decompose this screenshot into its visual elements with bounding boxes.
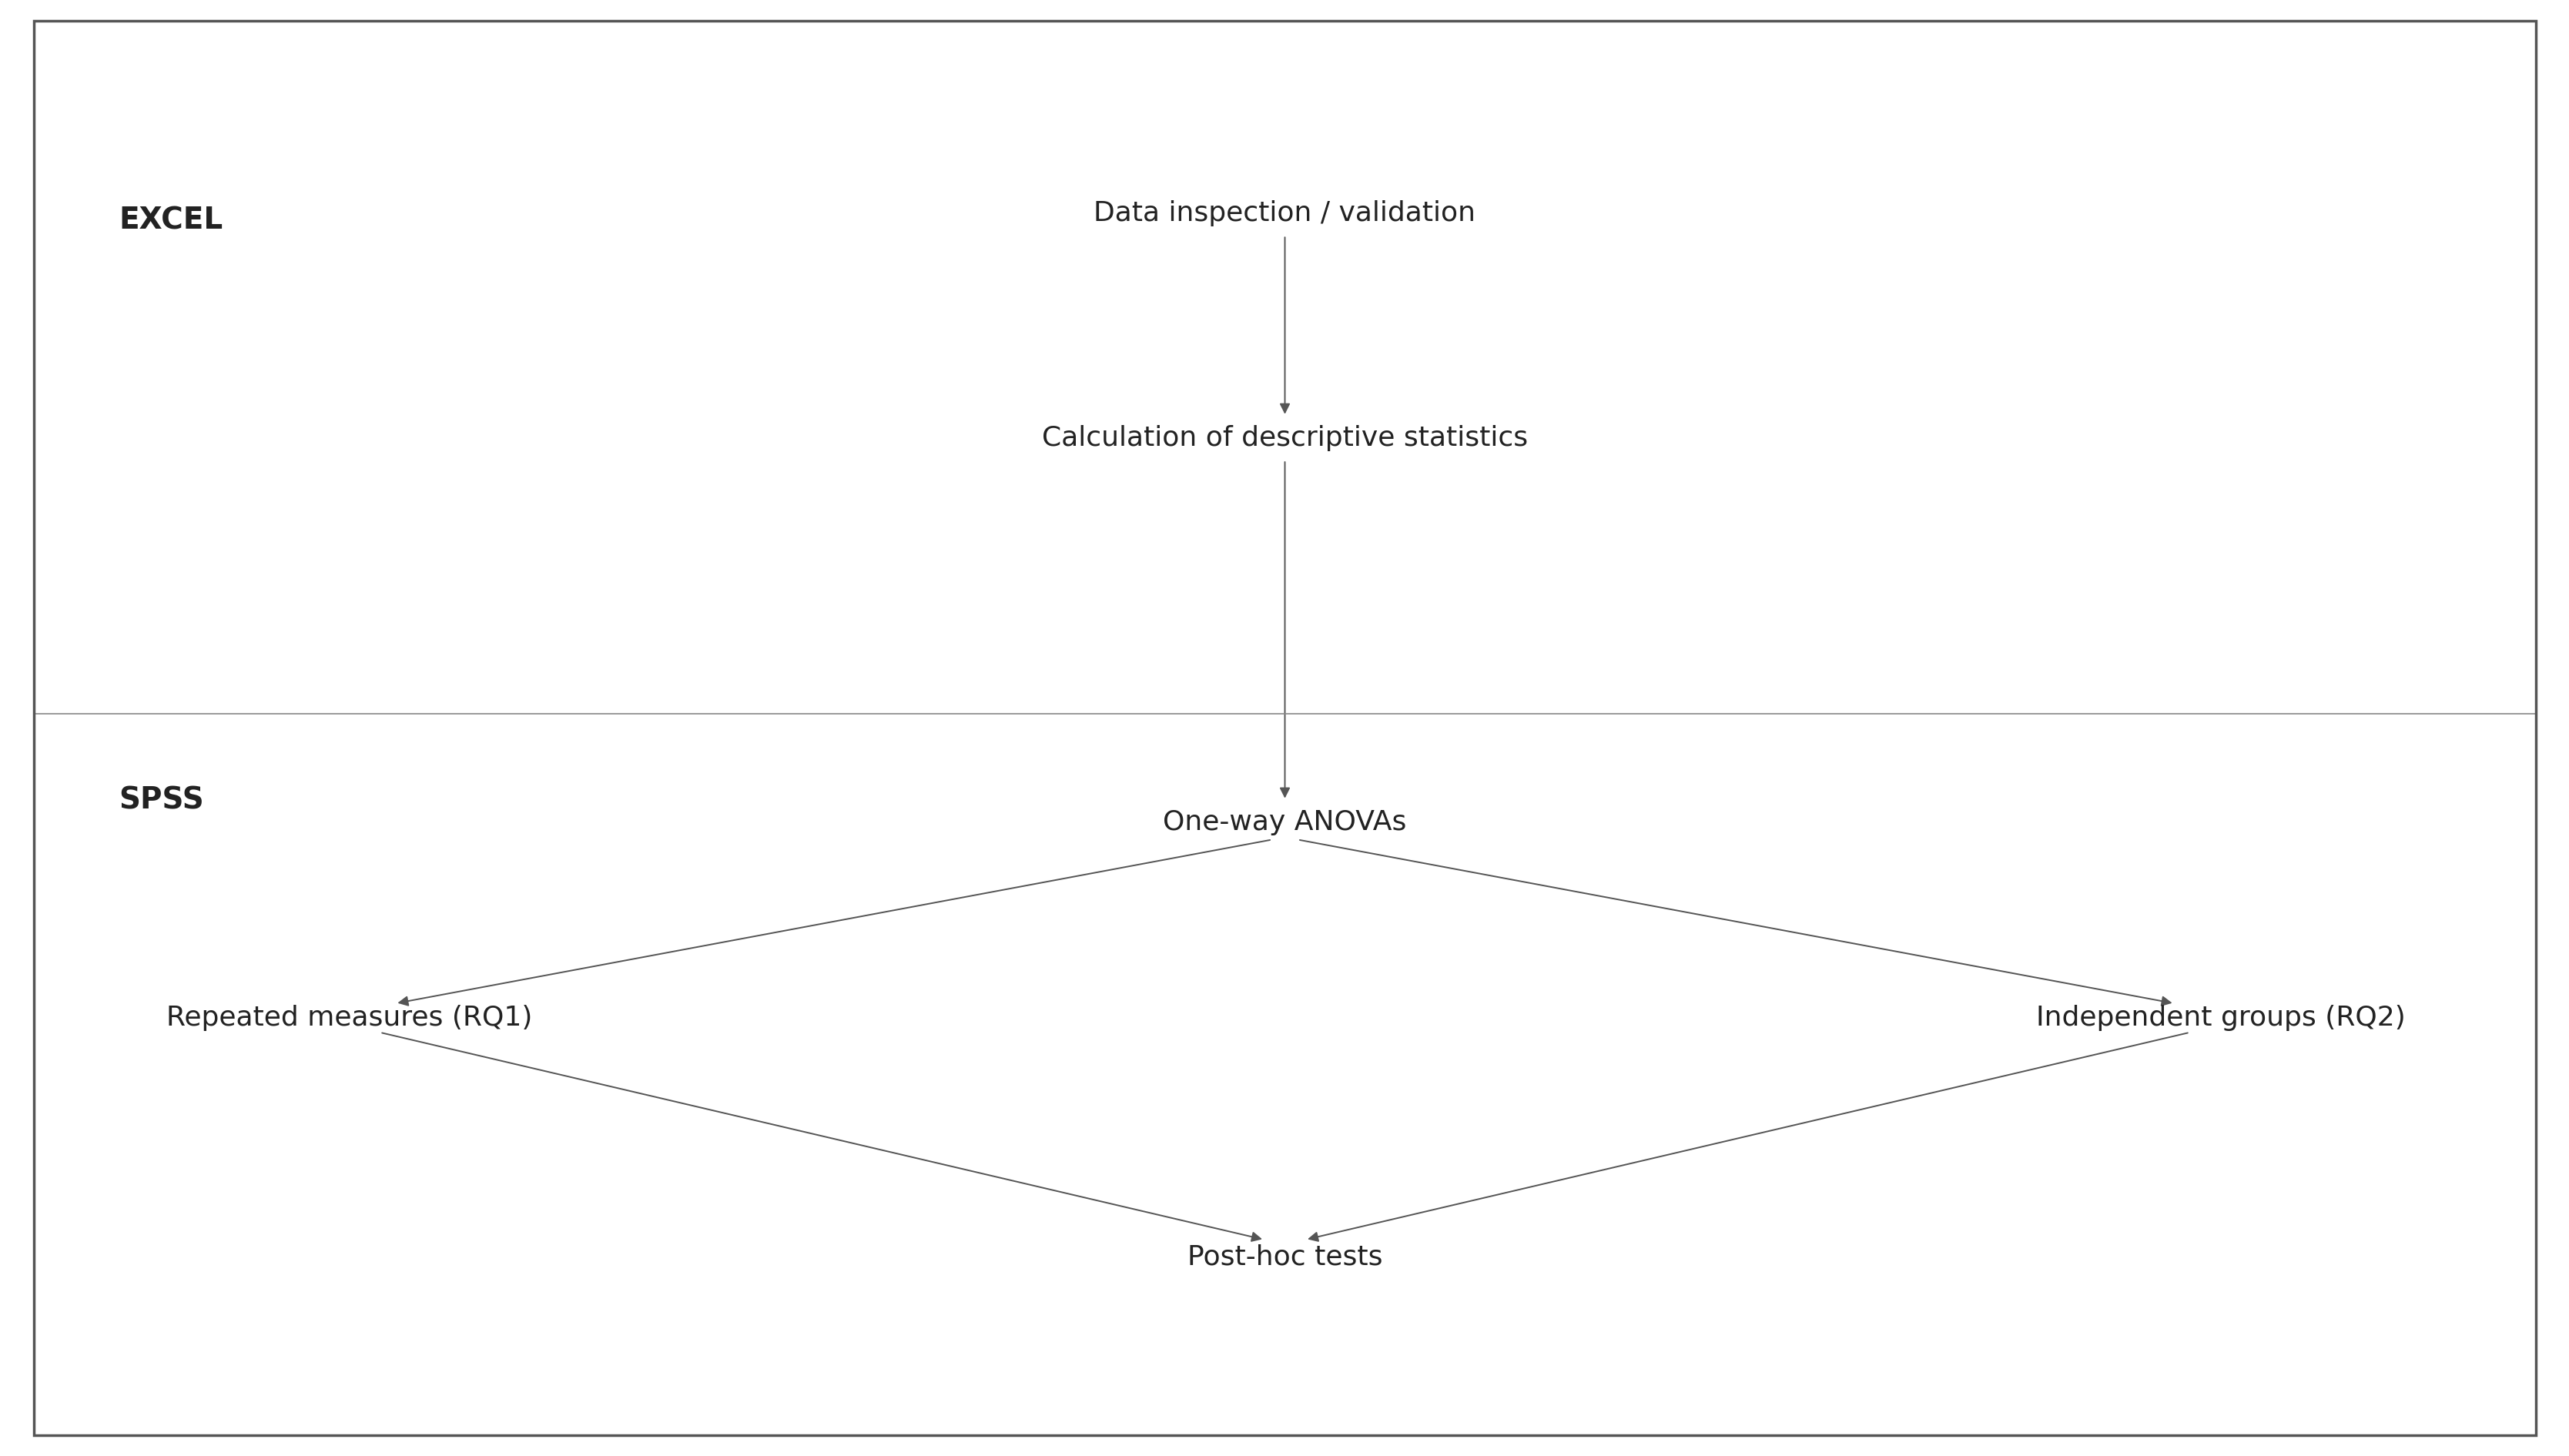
Text: Repeated measures (RQ1): Repeated measures (RQ1) [167,1005,532,1031]
Text: Data inspection / validation: Data inspection / validation [1094,201,1475,227]
Text: EXCEL: EXCEL [118,207,224,236]
Text: Calculation of descriptive statistics: Calculation of descriptive statistics [1040,425,1529,451]
Text: One-way ANOVAs: One-way ANOVAs [1164,810,1405,836]
Text: SPSS: SPSS [118,786,203,815]
Text: Independent groups (RQ2): Independent groups (RQ2) [2035,1005,2405,1031]
Text: Post-hoc tests: Post-hoc tests [1187,1243,1382,1270]
